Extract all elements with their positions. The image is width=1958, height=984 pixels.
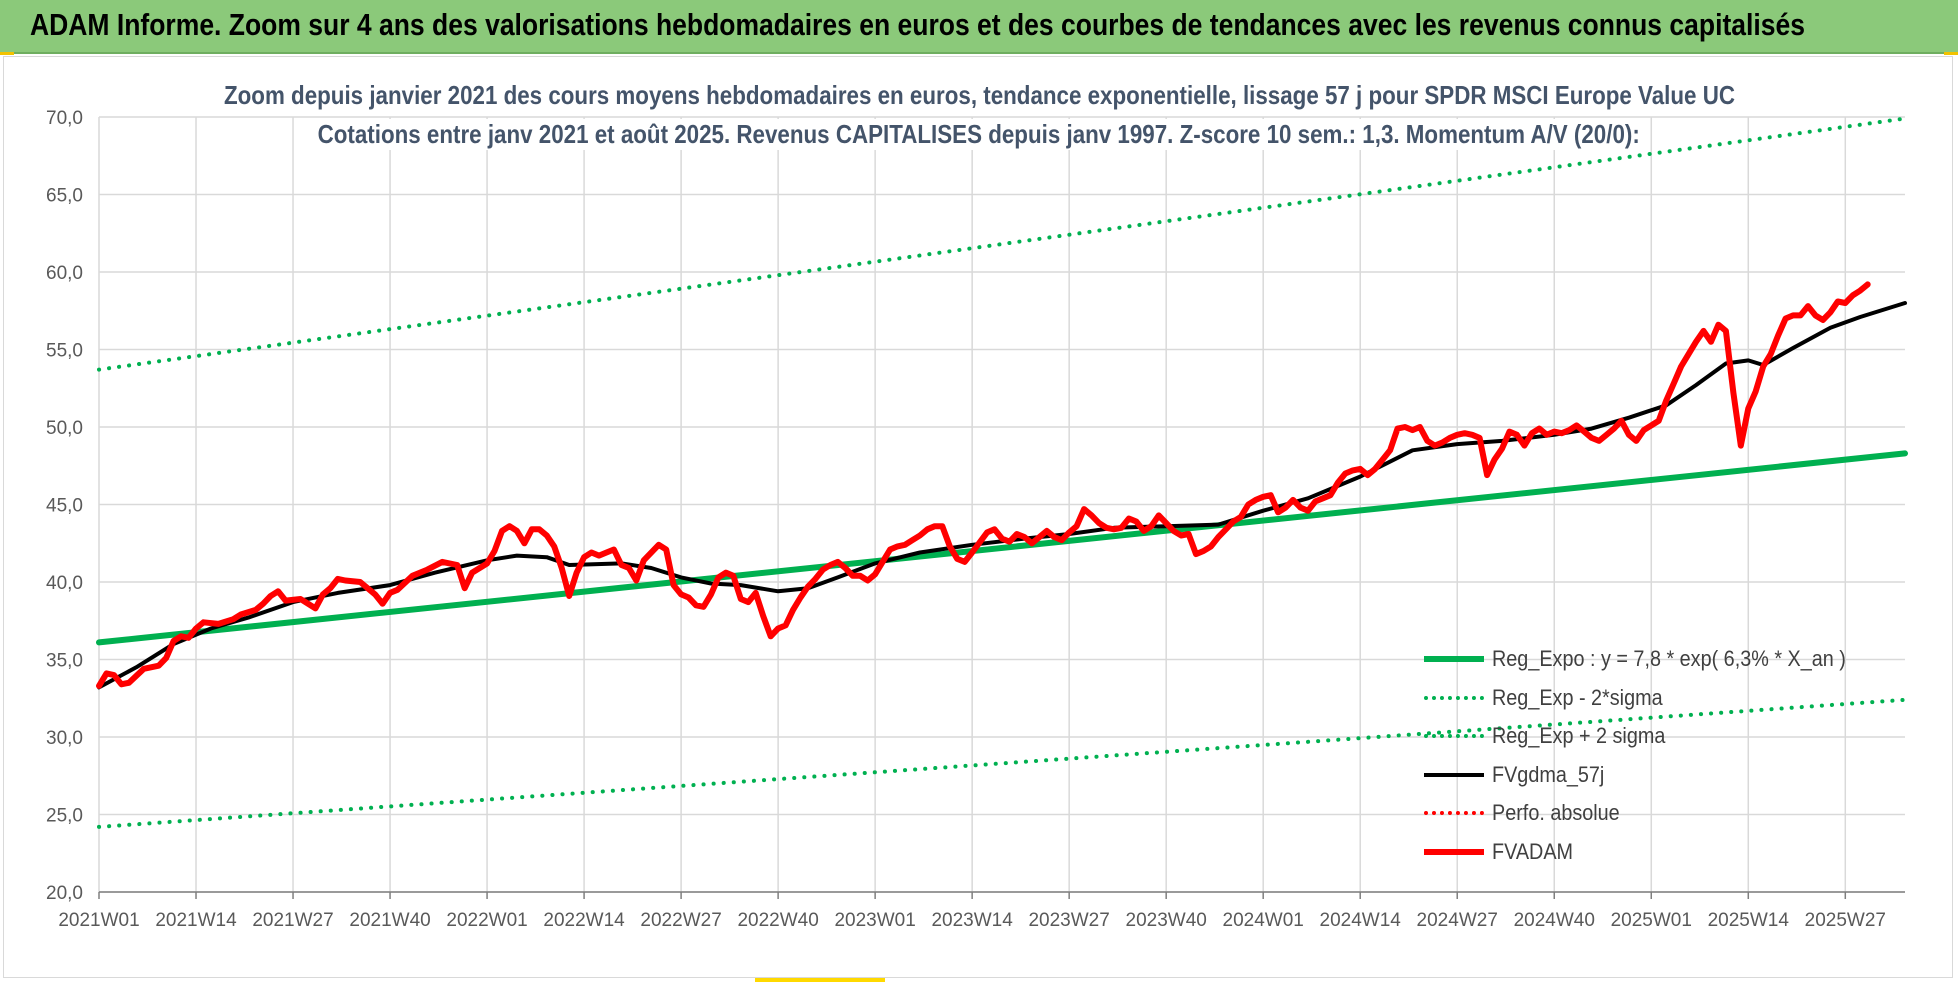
y-tick-label: 40,0 bbox=[46, 573, 83, 594]
legend-swatch bbox=[1424, 695, 1484, 700]
series-line-reg_minus bbox=[97, 697, 1907, 829]
x-tick-label: 2021W40 bbox=[349, 910, 430, 931]
y-tick-label: 60,0 bbox=[46, 263, 83, 284]
y-tick-label: 25,0 bbox=[46, 806, 83, 827]
report-title: ADAM Informe. Zoom sur 4 ans des valoris… bbox=[30, 7, 1805, 42]
corner-accent-left bbox=[0, 52, 14, 55]
chart-subtitle-line-1: Zoom depuis janvier 2021 des cours moyen… bbox=[0, 80, 1958, 111]
legend-item-perfo: Perfo. absolue bbox=[1424, 798, 1634, 828]
chart-frame bbox=[3, 56, 1953, 978]
chart-subtitle-2-text: Cotations entre janv 2021 et août 2025. … bbox=[314, 119, 1644, 150]
series-line-fvgdma bbox=[97, 301, 1907, 690]
y-tick-label: 20,0 bbox=[46, 883, 83, 904]
grid-layer bbox=[98, 116, 1905, 893]
y-tick-label: 35,0 bbox=[46, 651, 83, 672]
chart-subtitle-line-2: Cotations entre janv 2021 et août 2025. … bbox=[0, 119, 1958, 150]
y-tick-label: 55,0 bbox=[46, 341, 83, 362]
legend-item-reg_minus: Reg_Exp - 2*sigma bbox=[1424, 683, 1682, 713]
axis-layer: 70,0 65,0 60,0 55,0 50,0 45,0 40,0 35,0 30,0 25,0… bbox=[46, 108, 1905, 931]
bottom-accent-bar bbox=[755, 978, 885, 982]
series-layer bbox=[96, 116, 1908, 829]
legend-swatch bbox=[1424, 734, 1484, 738]
x-tick-label: 2024W27 bbox=[1417, 910, 1498, 931]
x-tick-label: 2021W01 bbox=[58, 910, 139, 931]
x-tick-label: 2021W27 bbox=[252, 910, 333, 931]
legend-item-reg_expo: Reg_Expo : y = 7,8 * exp( 6,3% * X_an ) bbox=[1424, 644, 1885, 674]
x-tick-label: 2024W01 bbox=[1223, 910, 1304, 931]
legend-item-fvgdma: FVgdma_57j bbox=[1424, 760, 1617, 790]
x-tick-label: 2021W14 bbox=[155, 910, 237, 931]
legend-swatch bbox=[1424, 656, 1484, 662]
x-tick-label: 2022W01 bbox=[446, 910, 527, 931]
corner-accent-right bbox=[1944, 52, 1958, 55]
x-tick-label: 2025W01 bbox=[1611, 910, 1692, 931]
legend-item-fvadam: FVADAM bbox=[1424, 837, 1582, 867]
series-line-fvadam bbox=[96, 281, 1871, 689]
legend-swatch bbox=[1424, 848, 1484, 855]
legend-swatch bbox=[1424, 772, 1484, 777]
legend-swatch bbox=[1424, 811, 1484, 815]
x-tick-label: 2022W14 bbox=[543, 910, 625, 931]
series-line-reg_expo bbox=[96, 450, 1908, 646]
legend-label: Reg_Expo : y = 7,8 * exp( 6,3% * X_an ) bbox=[1492, 646, 1846, 671]
report-banner: ADAM Informe. Zoom sur 4 ans des valoris… bbox=[0, 0, 1958, 54]
x-tick-label: 2022W27 bbox=[640, 910, 721, 931]
legend-label: Reg_Exp - 2*sigma bbox=[1492, 684, 1663, 710]
x-tick-label: 2023W40 bbox=[1126, 910, 1207, 931]
y-tick-label: 45,0 bbox=[46, 496, 83, 517]
y-tick-label: 70,0 bbox=[46, 108, 83, 129]
legend-label: FVADAM bbox=[1492, 838, 1574, 864]
legend-label: Reg_Exp + 2 sigma bbox=[1492, 723, 1666, 748]
chart-subtitle-1-text: Zoom depuis janvier 2021 des cours moyen… bbox=[220, 80, 1738, 111]
x-tick-label: 2022W40 bbox=[737, 910, 818, 931]
x-tick-label: 2024W40 bbox=[1514, 910, 1595, 931]
y-tick-label: 50,0 bbox=[46, 418, 83, 439]
legend-label: Perfo. absolue bbox=[1492, 800, 1620, 825]
x-tick-label: 2025W27 bbox=[1805, 910, 1886, 931]
x-tick-label: 2025W14 bbox=[1708, 910, 1790, 931]
legend-label: FVgdma_57j bbox=[1492, 761, 1605, 787]
x-tick-label: 2024W14 bbox=[1320, 910, 1402, 931]
y-tick-label: 30,0 bbox=[46, 728, 83, 749]
x-tick-label: 2023W14 bbox=[931, 910, 1013, 931]
y-tick-label: 65,0 bbox=[46, 186, 83, 207]
x-tick-label: 2023W27 bbox=[1028, 910, 1109, 931]
x-tick-label: 2023W01 bbox=[834, 910, 915, 931]
legend-item-reg_plus: Reg_Exp + 2 sigma bbox=[1424, 721, 1685, 751]
series-line-reg_plus bbox=[97, 116, 1907, 372]
